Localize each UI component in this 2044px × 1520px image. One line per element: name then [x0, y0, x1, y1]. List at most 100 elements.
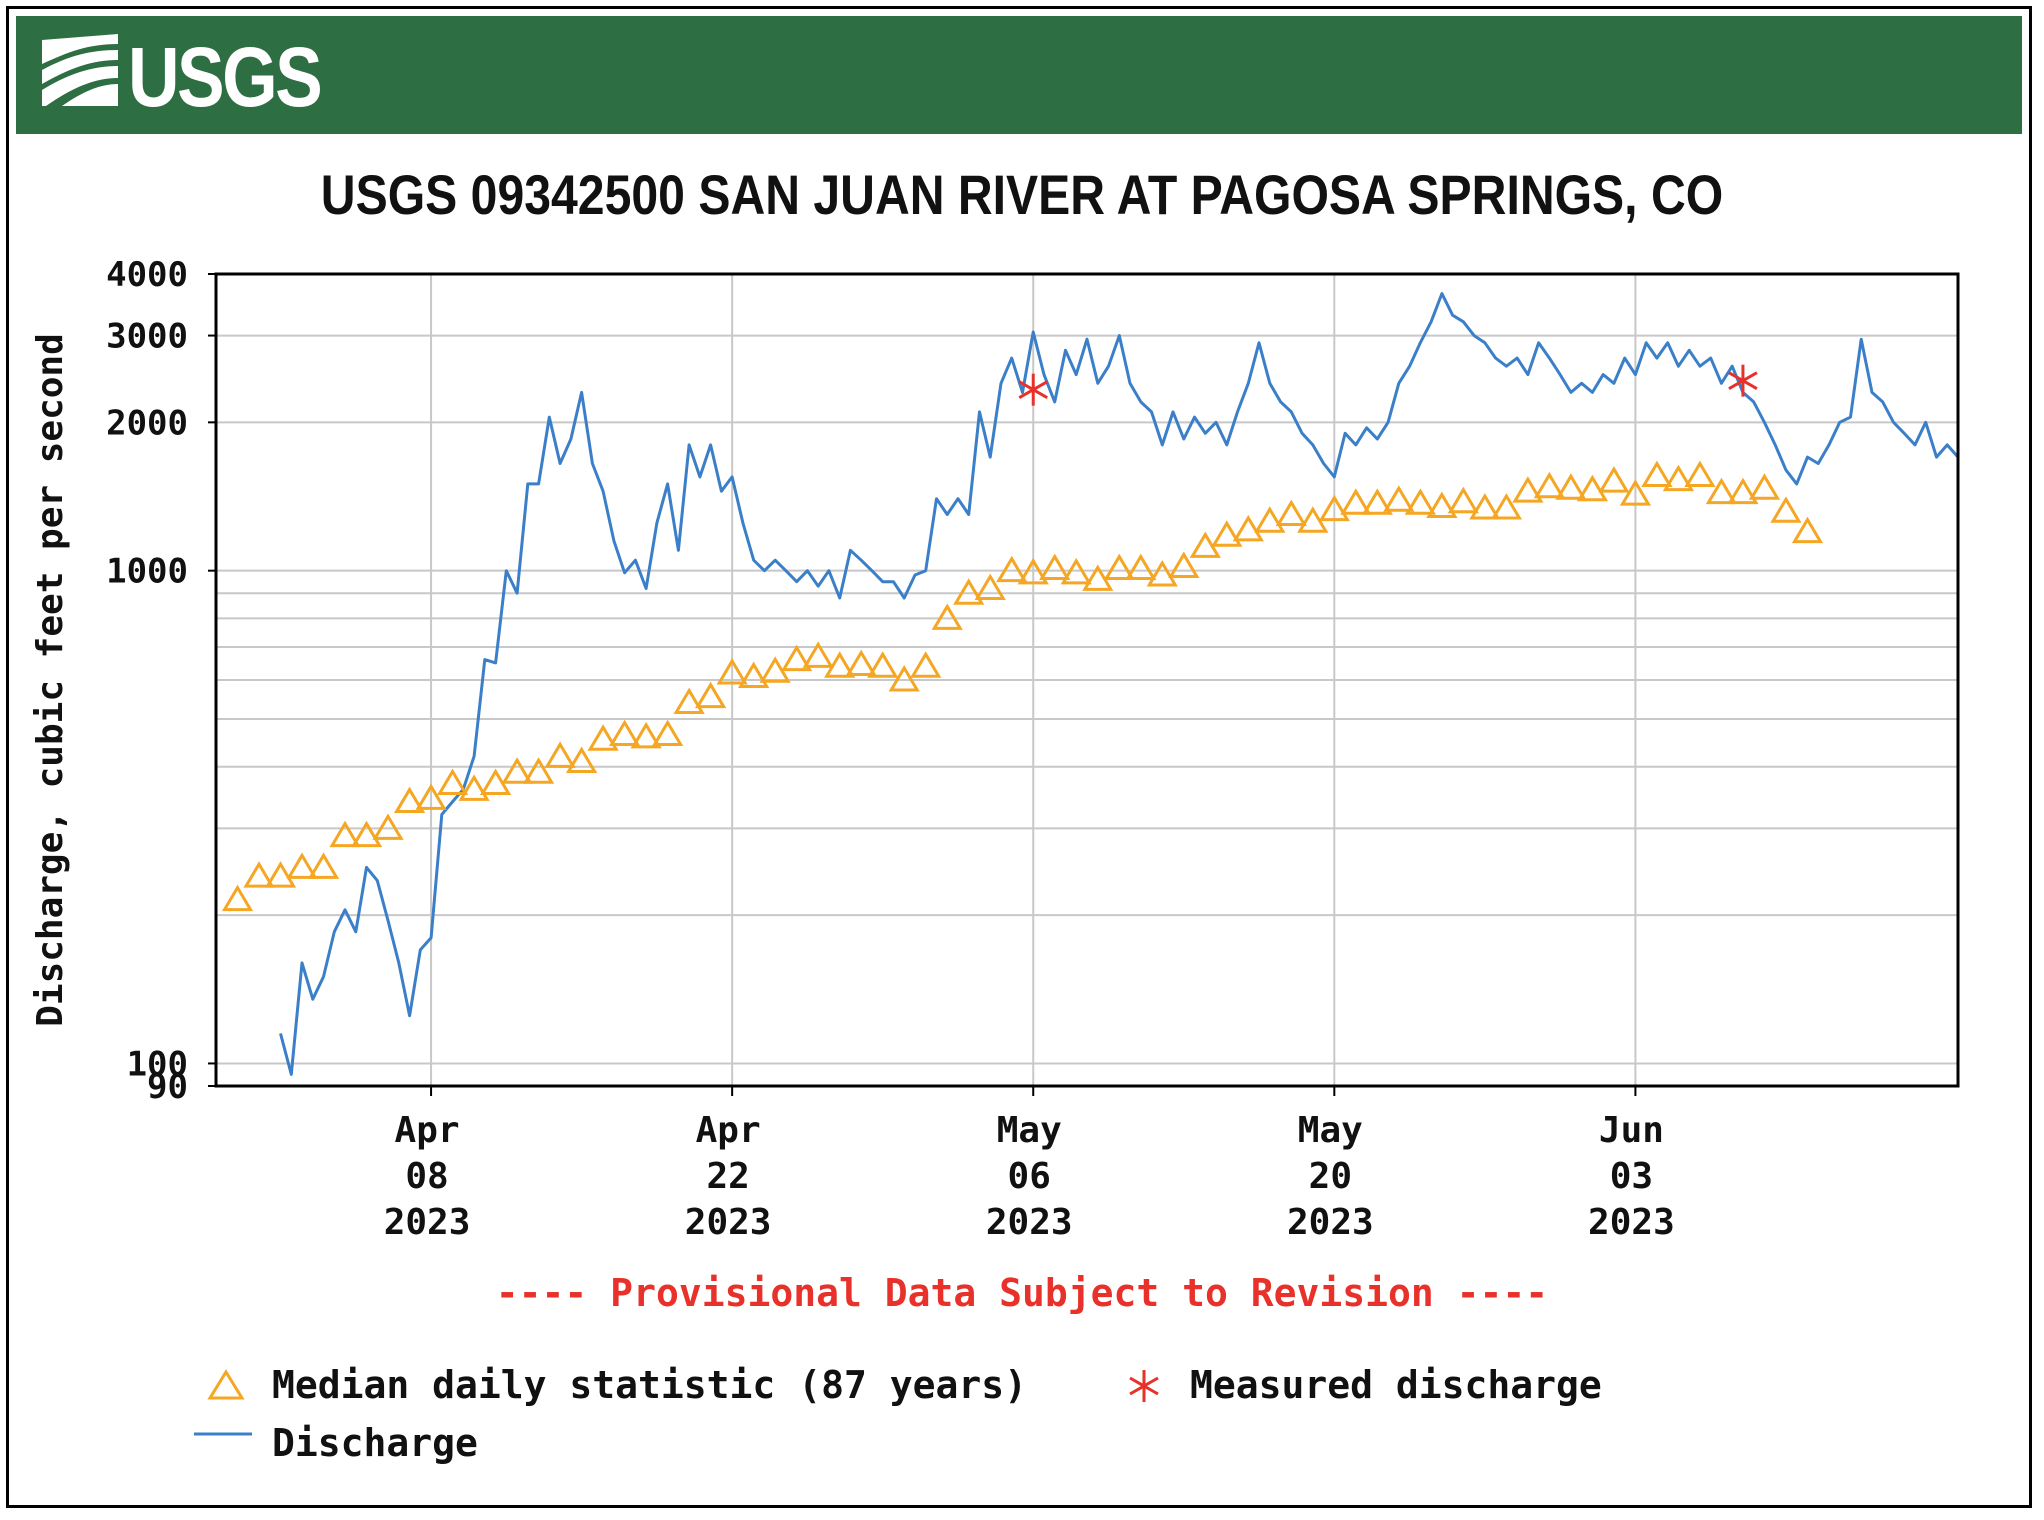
x-tick-label: May — [1298, 1110, 1363, 1151]
median-point — [974, 573, 1006, 601]
median-point — [501, 757, 533, 784]
median-point — [286, 852, 318, 879]
median-point — [1469, 493, 1501, 520]
discharge-line — [279, 292, 1960, 1076]
median-point — [1404, 488, 1436, 515]
usgs-wave-icon — [42, 34, 118, 106]
median-point — [587, 724, 619, 751]
median-point — [1727, 477, 1759, 505]
median-point — [479, 768, 512, 795]
y-tick-label: 2000 — [106, 403, 188, 443]
x-tick-label: Apr — [395, 1110, 460, 1151]
x-tick-label: 06 — [1008, 1156, 1051, 1197]
median-point — [393, 786, 426, 814]
plot-border — [214, 272, 1960, 1088]
median-point — [1619, 479, 1652, 506]
median-point — [522, 757, 555, 784]
x-tick-label: Jun — [1599, 1110, 1664, 1151]
median-point — [1082, 564, 1114, 591]
median-point — [781, 644, 813, 672]
median-point — [458, 774, 490, 801]
median-point — [931, 603, 963, 630]
y-tick-label: 4000 — [106, 255, 188, 295]
median-point — [802, 641, 834, 668]
legend-measured-label: Measured discharge — [1190, 1363, 1602, 1407]
x-tick-label: 2023 — [986, 1202, 1073, 1243]
median-point — [1232, 514, 1264, 542]
median-point — [350, 820, 383, 848]
y-tick-label: 3000 — [106, 317, 188, 357]
usgs-logo-text: USGS — [128, 30, 323, 124]
median-point — [996, 555, 1028, 583]
median-point — [1340, 488, 1372, 515]
y-tick-label: 1000 — [106, 552, 188, 592]
x-tick-label: May — [997, 1110, 1062, 1151]
median-point — [1576, 474, 1609, 502]
median-point — [372, 813, 404, 840]
median-point — [307, 852, 340, 879]
median-point — [544, 741, 576, 768]
median-point — [243, 861, 275, 888]
median-point — [415, 783, 447, 810]
median-point — [1361, 488, 1393, 515]
legend-asterisk-icon — [1129, 1370, 1159, 1402]
x-tick-label: 20 — [1309, 1156, 1352, 1197]
median-point — [1383, 485, 1415, 512]
x-tick-label: 2023 — [384, 1202, 471, 1243]
legend-discharge-label: Discharge — [272, 1421, 478, 1465]
x-tick-label: 2023 — [1287, 1202, 1374, 1243]
median-point — [1318, 494, 1350, 522]
median-point — [1533, 471, 1566, 499]
x-tick-label: 2023 — [685, 1202, 772, 1243]
x-tick-label: Apr — [696, 1110, 761, 1151]
median-point — [824, 651, 856, 678]
median-point — [953, 578, 985, 605]
median-point — [264, 861, 297, 888]
median-point — [329, 820, 361, 848]
y-tick-label: 90 — [147, 1067, 188, 1107]
x-tick-label: 2023 — [1588, 1202, 1675, 1243]
measured-point — [1018, 373, 1048, 406]
median-point — [1705, 477, 1738, 505]
median-point — [673, 687, 705, 715]
x-tick-label: 08 — [405, 1156, 448, 1197]
median-point — [1791, 516, 1824, 544]
chart-title: USGS 09342500 SAN JUAN RIVER AT PAGOSA S… — [320, 163, 1724, 226]
median-point — [738, 661, 770, 688]
x-tick-label: 22 — [706, 1156, 749, 1197]
median-point — [1684, 460, 1716, 488]
x-tick-label: 03 — [1610, 1156, 1653, 1197]
median-point — [221, 884, 254, 912]
median-point — [1662, 464, 1695, 492]
legend-triangle-icon — [207, 1369, 245, 1400]
median-point — [910, 651, 942, 678]
median-point — [652, 719, 684, 747]
median-point — [1555, 473, 1587, 500]
legend-line-icon — [194, 1432, 252, 1436]
median-point — [1039, 553, 1071, 581]
median-point — [608, 719, 641, 747]
median-point — [565, 746, 598, 773]
median-point — [1770, 496, 1802, 523]
median-point — [1641, 460, 1673, 488]
median-point — [888, 665, 920, 692]
median-point — [695, 681, 727, 709]
median-point — [1103, 553, 1135, 581]
median-point — [1125, 553, 1157, 581]
median-point — [1275, 499, 1307, 527]
provisional-notice: ---- Provisional Data Subject to Revisio… — [495, 1271, 1549, 1315]
median-point — [1426, 491, 1458, 518]
median-point — [1490, 493, 1522, 520]
y-axis-label: Discharge, cubic feet per second — [30, 333, 71, 1027]
median-point — [1748, 473, 1781, 500]
median-point — [845, 649, 877, 677]
median-point — [1598, 466, 1630, 493]
usgs-logo[interactable]: USGS — [38, 30, 338, 122]
median-point — [867, 651, 899, 678]
measured-point — [1728, 364, 1758, 397]
y-tick-label: 100 — [127, 1044, 188, 1084]
median-point — [1447, 486, 1479, 514]
median-point — [1017, 557, 1049, 585]
legend-median-label: Median daily statistic (87 years) — [272, 1363, 1027, 1407]
